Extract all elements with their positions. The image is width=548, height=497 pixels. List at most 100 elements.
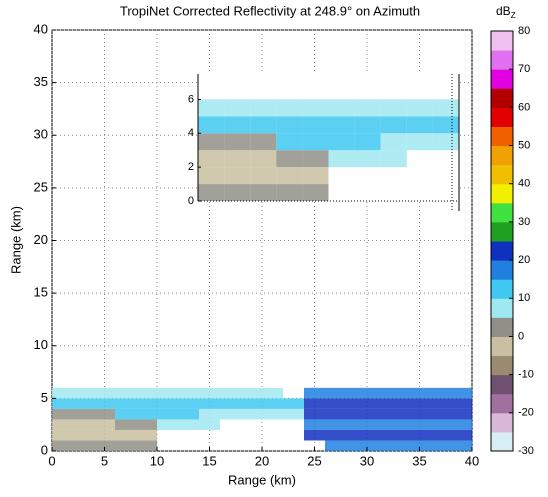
inset-echo-cell xyxy=(328,99,355,117)
colorbar: -30 -20 -10 0 10 20 30 40 50 60 70 80 xyxy=(490,25,534,457)
inset-echo-cell xyxy=(224,116,251,134)
echo-cell xyxy=(199,408,220,420)
colorbar-tick-label: 50 xyxy=(518,139,530,151)
colorbar-swatch xyxy=(491,88,513,108)
colorbar-tick-label: 20 xyxy=(518,254,530,266)
echo-cell xyxy=(304,398,325,409)
inset-echo-cell xyxy=(224,184,251,201)
x-tick-label: 25 xyxy=(307,453,321,468)
echo-cell xyxy=(52,419,73,430)
echo-cell xyxy=(262,387,283,399)
echo-cell xyxy=(304,387,325,399)
inset-echo-cell xyxy=(354,133,381,151)
inset-plot xyxy=(198,99,548,201)
inset-echo-cell xyxy=(250,184,277,201)
echo-cell xyxy=(409,408,430,420)
y-tick-label: 30 xyxy=(34,127,48,142)
echo-cell xyxy=(262,398,283,409)
inset-echo-cell xyxy=(537,150,548,167)
echo-cell xyxy=(409,419,430,430)
x-tick-label: 15 xyxy=(202,453,216,468)
inset-y-tick-label: 0 xyxy=(188,195,194,207)
colorbar-swatch xyxy=(491,412,513,433)
colorbar-tick-label: 10 xyxy=(518,292,530,304)
x-tick-label: 10 xyxy=(150,453,164,468)
echo-cell xyxy=(325,440,346,451)
echo-cell xyxy=(178,419,199,430)
inset-y-tick-label: 6 xyxy=(188,93,194,105)
echo-cell xyxy=(451,429,472,441)
inset-echo-cell xyxy=(432,116,459,134)
inset-echo-cell xyxy=(380,99,407,117)
inset-y-tick-label: 2 xyxy=(188,161,194,173)
echo-cell xyxy=(388,429,409,441)
colorbar-swatch xyxy=(491,336,513,357)
echo-cell xyxy=(451,387,472,399)
colorbar-frame xyxy=(490,30,514,452)
inset-echo-cell xyxy=(250,116,277,134)
inset-echo-cell xyxy=(276,116,303,134)
echo-cell xyxy=(136,387,157,399)
echo-cell xyxy=(325,408,346,420)
inset-axes: 0 2 4 6 xyxy=(188,74,460,211)
y-tick-label: 20 xyxy=(34,232,48,247)
echo-cell xyxy=(52,398,73,409)
inset-echo-cell xyxy=(302,116,329,134)
inset-echo-cell xyxy=(380,150,407,168)
echo-cell xyxy=(430,398,451,409)
inset-echo-cell xyxy=(250,99,277,117)
inset-echo-cell xyxy=(406,99,433,117)
inset-echo-cell xyxy=(276,133,303,151)
colorbar-swatch xyxy=(491,145,513,166)
colorbar-swatch xyxy=(491,31,513,51)
echo-cell xyxy=(73,387,94,399)
echo-cell xyxy=(94,408,115,420)
echo-cell xyxy=(283,398,304,409)
echo-cell xyxy=(220,387,241,399)
colorbar-swatch xyxy=(491,241,513,261)
inset-echo-cell xyxy=(276,167,303,185)
colorbar-swatch xyxy=(491,260,513,280)
echo-cell xyxy=(367,440,388,451)
y-tick-label: 40 xyxy=(34,21,48,36)
echo-cell xyxy=(115,440,136,451)
colorbar-swatch xyxy=(491,374,513,395)
echo-cell xyxy=(346,398,367,409)
echo-cell xyxy=(325,387,346,399)
y-tick-label: 25 xyxy=(34,179,48,194)
echo-cell xyxy=(52,440,73,451)
inset-echo-cell xyxy=(276,99,303,117)
inset-echo-cell xyxy=(302,133,329,151)
echo-cell xyxy=(136,419,157,430)
colorbar-swatch xyxy=(491,298,513,318)
echo-cell xyxy=(73,408,94,420)
inset-echo-cell xyxy=(380,116,407,134)
colorbar-swatch xyxy=(491,355,513,376)
inset-echo-cell xyxy=(537,116,548,133)
inset-echo-cell xyxy=(354,150,381,168)
echo-cell xyxy=(325,429,346,441)
inset-echo-cell xyxy=(537,133,548,150)
colorbar-swatch xyxy=(491,50,513,70)
inset-echo-cell xyxy=(302,150,329,168)
inset-echo-cell xyxy=(276,184,303,201)
inset-echo-cell xyxy=(224,167,251,185)
echo-cell xyxy=(94,440,115,451)
echo-cell xyxy=(115,408,136,420)
colorbar-swatch xyxy=(491,107,513,127)
inset-echo-cell xyxy=(198,167,225,185)
colorbar-swatch xyxy=(491,69,513,89)
colorbar-swatch xyxy=(491,126,513,147)
y-tick-label: 35 xyxy=(34,74,48,89)
inset-echo-cell xyxy=(224,133,251,151)
colorbar-tick-label: -30 xyxy=(518,445,534,457)
x-tick-label: 5 xyxy=(101,453,108,468)
inset-echo-cell xyxy=(354,99,381,117)
inset-echo-cell xyxy=(302,184,329,201)
echo-cell xyxy=(451,408,472,420)
inset-echo-cell xyxy=(537,167,548,184)
echo-cell xyxy=(367,398,388,409)
colorbar-swatch xyxy=(491,317,513,337)
inset-echo-cell xyxy=(328,133,355,151)
